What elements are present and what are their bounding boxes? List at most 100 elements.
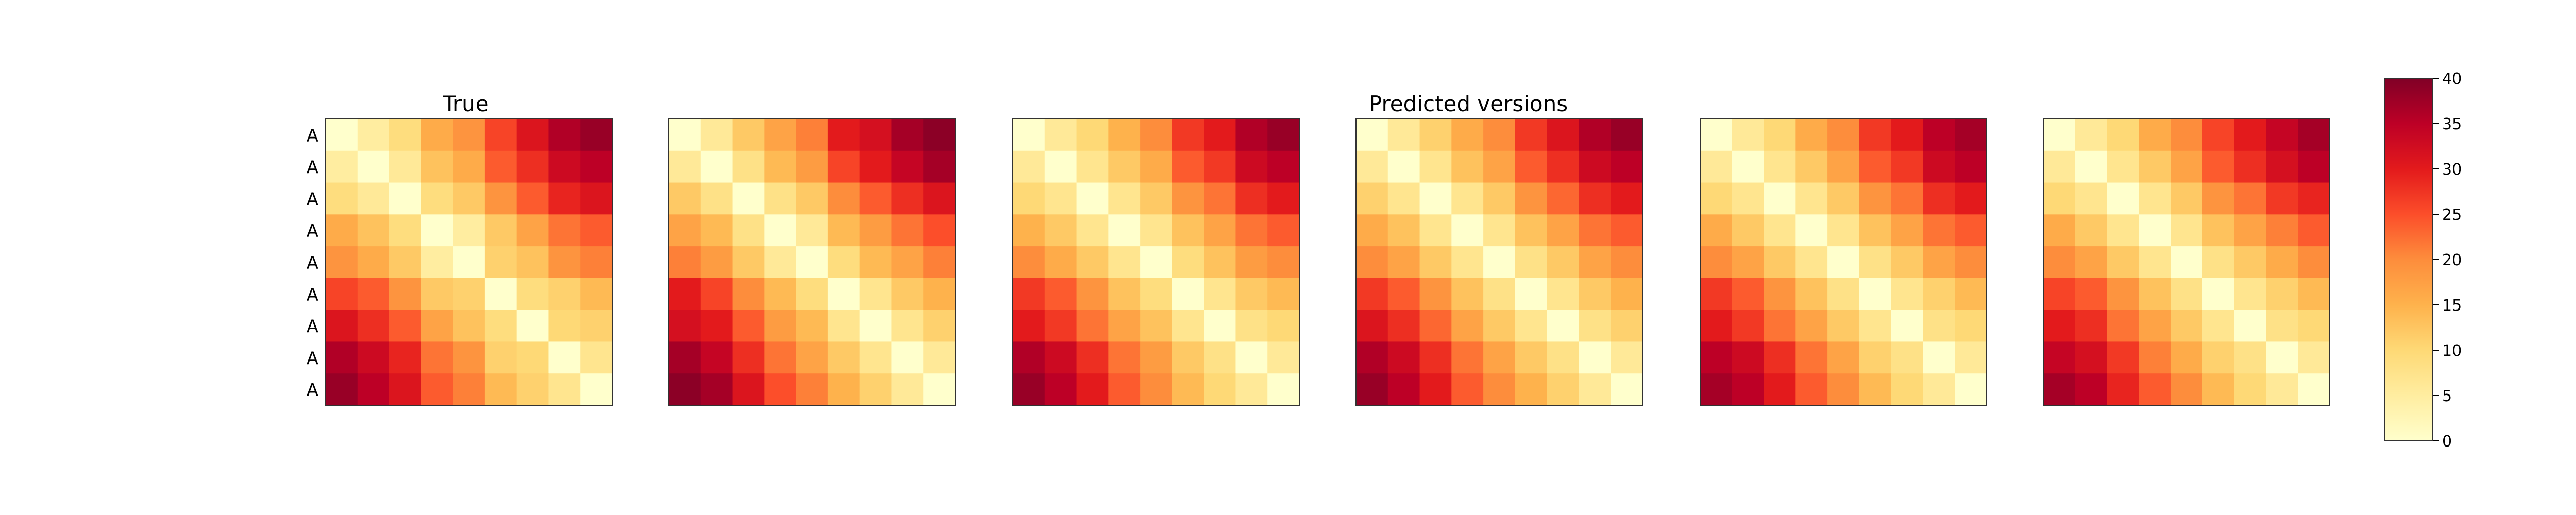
heatmap-cell <box>1891 119 1924 151</box>
row-label: A <box>307 285 318 305</box>
heatmap-cell <box>1451 214 1484 247</box>
heatmap-cell <box>2202 150 2235 183</box>
heatmap-cell <box>2234 150 2267 183</box>
heatmap-cell <box>1076 278 1109 311</box>
row-label: A <box>307 158 318 178</box>
heatmap-cell <box>357 373 390 406</box>
heatmap-cell <box>1140 278 1173 311</box>
heatmap-cell <box>1140 341 1173 374</box>
heatmap-cell <box>732 373 765 406</box>
heatmap-cell <box>1419 150 1452 183</box>
heatmap-cell <box>484 278 517 311</box>
colorbar-tick-label: 20 <box>2442 251 2462 269</box>
heatmap-cell <box>389 246 421 279</box>
panel-frame <box>325 118 613 406</box>
heatmap-cell <box>484 214 517 247</box>
heatmap-cell <box>453 214 485 247</box>
heatmap-cell <box>2075 119 2108 151</box>
heatmap-cell <box>2298 214 2330 247</box>
heatmap-cell <box>669 373 701 406</box>
row-label: A <box>307 348 318 369</box>
heatmap-cell <box>1891 182 1924 215</box>
heatmap-cell <box>2202 341 2235 374</box>
heatmap-cell <box>1700 150 1733 183</box>
heatmap-cell <box>1955 310 1987 342</box>
heatmap-cell <box>2202 278 2235 311</box>
heatmap-cell <box>1579 246 1611 279</box>
heatmap-cell <box>1076 182 1109 215</box>
heatmap-cell <box>1483 150 1516 183</box>
heatmap-cell <box>732 182 765 215</box>
heatmap-cell <box>923 310 956 342</box>
heatmap-cell <box>796 373 828 406</box>
heatmap-cell <box>1611 246 1643 279</box>
heatmap-cell <box>1483 182 1516 215</box>
heatmap-cell <box>891 182 924 215</box>
heatmap-cell <box>484 182 517 215</box>
heatmap-cell <box>1419 214 1452 247</box>
heatmap-cell <box>580 246 613 279</box>
heatmap-cell <box>484 341 517 374</box>
heatmap-cell <box>827 150 860 183</box>
row-label: A <box>307 253 318 273</box>
heatmap-cell <box>326 150 358 183</box>
heatmap-cell <box>516 182 549 215</box>
heatmap-cell <box>732 310 765 342</box>
heatmap-cell <box>1764 150 1796 183</box>
heatmap-cell <box>2107 373 2139 406</box>
heatmap-cell <box>326 182 358 215</box>
heatmap-cell <box>1172 341 1205 374</box>
heatmap-cell <box>1267 341 1300 374</box>
heatmap-cell <box>1140 119 1173 151</box>
heatmap-cell <box>923 278 956 311</box>
heatmap-cell <box>484 310 517 342</box>
heatmap-cell <box>1204 278 1236 311</box>
heatmap-cell <box>1140 310 1173 342</box>
heatmap-cell <box>923 341 956 374</box>
heatmap-cell <box>1547 341 1580 374</box>
heatmap-cell <box>2298 182 2330 215</box>
heatmap-cell <box>1108 278 1141 311</box>
heatmap-cell <box>2075 246 2108 279</box>
heatmap-cell <box>516 373 549 406</box>
heatmap-cell <box>2171 119 2203 151</box>
heatmap-cell <box>2171 310 2203 342</box>
heatmap-cell <box>1140 150 1173 183</box>
heatmap-cell <box>421 150 453 183</box>
heatmap-cell <box>1451 373 1484 406</box>
heatmap-cell <box>1859 278 1892 311</box>
heatmap-cell <box>827 119 860 151</box>
heatmap-cell <box>1356 182 1388 215</box>
heatmap-cell <box>700 119 733 151</box>
heatmap-cell <box>2043 341 2076 374</box>
heatmap-cell <box>1140 214 1173 247</box>
heatmap-cell <box>1108 246 1141 279</box>
heatmap-cell <box>389 214 421 247</box>
heatmap-cell <box>2107 310 2139 342</box>
heatmap-cell <box>1451 150 1484 183</box>
panel-title-true: True <box>442 91 488 116</box>
heatmap-cell <box>2298 119 2330 151</box>
heatmap-cell <box>1387 182 1420 215</box>
heatmap-cell <box>1764 246 1796 279</box>
heatmap-cell <box>2043 214 2076 247</box>
heatmap-cell <box>1013 246 1045 279</box>
heatmap-cell <box>1419 182 1452 215</box>
heatmap-cell <box>1891 150 1924 183</box>
heatmap-cell <box>1955 278 1987 311</box>
heatmap-cell <box>548 373 581 406</box>
heatmap-cell <box>2139 341 2171 374</box>
heatmap-cell <box>1955 246 1987 279</box>
heatmap-cell <box>1419 373 1452 406</box>
colorbar-tick-label: 5 <box>2442 387 2452 405</box>
heatmap-cell <box>859 310 892 342</box>
heatmap-cell <box>1483 310 1516 342</box>
heatmap-cell <box>827 373 860 406</box>
heatmap-cell <box>796 310 828 342</box>
colorbar-tick-label: 15 <box>2442 297 2462 315</box>
heatmap-cell <box>484 373 517 406</box>
heatmap-cell <box>1451 119 1484 151</box>
heatmap-cell <box>1764 373 1796 406</box>
heatmap-cell <box>1204 310 1236 342</box>
heatmap-cell <box>2043 182 2076 215</box>
